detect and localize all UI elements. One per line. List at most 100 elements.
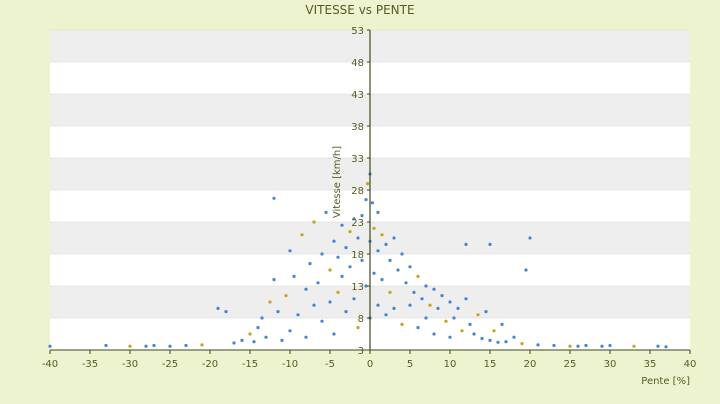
data-point xyxy=(424,284,428,288)
data-point xyxy=(252,340,256,344)
data-point xyxy=(316,281,320,285)
x-tick-label: -10 xyxy=(282,359,298,370)
data-point xyxy=(460,329,464,333)
data-point xyxy=(328,268,332,272)
data-point xyxy=(276,310,280,314)
x-tick-label: 25 xyxy=(564,359,577,370)
y-tick-label: 33 xyxy=(351,154,364,165)
data-point xyxy=(216,306,220,310)
x-axis-title: Pente [%] xyxy=(641,376,690,387)
data-point xyxy=(380,278,384,282)
data-point xyxy=(600,344,604,348)
y-axis-title: Vitesse [km/h] xyxy=(332,146,343,218)
y-tick-label: 48 xyxy=(351,58,364,69)
data-point xyxy=(464,297,468,301)
y-tick-label: 38 xyxy=(351,122,364,133)
data-point xyxy=(264,335,268,339)
data-point xyxy=(492,329,496,333)
x-tick-label: 35 xyxy=(644,359,657,370)
data-point xyxy=(308,262,312,266)
data-point xyxy=(152,343,156,348)
data-point xyxy=(496,340,500,344)
data-point xyxy=(404,281,408,285)
data-point xyxy=(472,332,476,336)
y-tick-label: 23 xyxy=(351,218,364,229)
data-point xyxy=(524,268,528,272)
data-point xyxy=(232,341,236,345)
data-point xyxy=(632,344,636,348)
data-point xyxy=(536,343,540,347)
data-point xyxy=(384,242,388,246)
data-point xyxy=(440,294,444,298)
data-point xyxy=(304,335,308,339)
data-point xyxy=(412,290,416,294)
x-tick-label: 20 xyxy=(524,359,537,370)
data-point xyxy=(436,306,440,310)
data-point xyxy=(240,338,244,342)
y-tick-label: 53 xyxy=(351,26,364,37)
data-point xyxy=(432,332,436,336)
data-point xyxy=(332,239,336,243)
data-point xyxy=(364,198,368,202)
data-point xyxy=(324,210,328,214)
y-tick-label: 3 xyxy=(358,346,364,357)
x-tick-label: 5 xyxy=(407,359,413,370)
data-point xyxy=(340,274,344,278)
data-point xyxy=(392,236,396,240)
data-point xyxy=(376,249,380,253)
data-point xyxy=(484,310,488,314)
data-point xyxy=(328,300,332,304)
x-tick-label: -40 xyxy=(42,359,58,370)
x-tick-label: -5 xyxy=(325,359,335,370)
data-point xyxy=(408,303,412,307)
x-tick-label: -25 xyxy=(162,359,178,370)
data-point xyxy=(356,326,360,330)
axes-layer: -40 -35 -30 -25 -20 -15 -10 -5 0 5 10 15 20 25 30 35 40 3… xyxy=(42,26,697,370)
data-point xyxy=(452,316,456,320)
x-tick-label: 10 xyxy=(444,359,457,370)
data-point xyxy=(344,310,348,314)
data-point xyxy=(584,343,588,348)
data-point xyxy=(376,210,380,214)
data-point xyxy=(284,294,288,298)
data-point xyxy=(352,217,356,221)
data-point xyxy=(576,344,580,348)
data-point xyxy=(48,344,52,348)
data-point xyxy=(424,316,428,320)
data-point xyxy=(520,342,524,346)
data-point xyxy=(268,300,272,304)
data-point xyxy=(380,233,384,237)
data-point xyxy=(360,214,364,218)
x-tick-label: -15 xyxy=(242,359,258,370)
data-point xyxy=(408,265,412,269)
data-point xyxy=(388,258,392,262)
data-point xyxy=(504,340,508,344)
data-point xyxy=(320,252,324,256)
data-point xyxy=(448,335,452,339)
y-tick-label: 8 xyxy=(358,314,364,325)
x-tick-label: -20 xyxy=(202,359,218,370)
data-point xyxy=(144,344,148,348)
x-tick-label: -30 xyxy=(122,359,138,370)
data-point xyxy=(500,322,504,326)
data-point xyxy=(272,196,276,200)
data-point xyxy=(340,223,344,227)
data-point xyxy=(356,236,360,240)
data-point xyxy=(664,345,668,349)
data-point xyxy=(288,329,292,333)
data-point xyxy=(168,344,172,348)
x-tick-label: 0 xyxy=(367,359,373,370)
data-point xyxy=(272,278,276,282)
data-point xyxy=(332,332,336,336)
data-point xyxy=(372,271,376,275)
data-point xyxy=(392,306,396,310)
data-point xyxy=(320,319,324,323)
data-point xyxy=(400,252,404,256)
data-point xyxy=(348,230,352,234)
data-point xyxy=(366,182,370,186)
data-point xyxy=(464,242,468,246)
data-point xyxy=(420,297,424,301)
data-point xyxy=(248,332,252,336)
